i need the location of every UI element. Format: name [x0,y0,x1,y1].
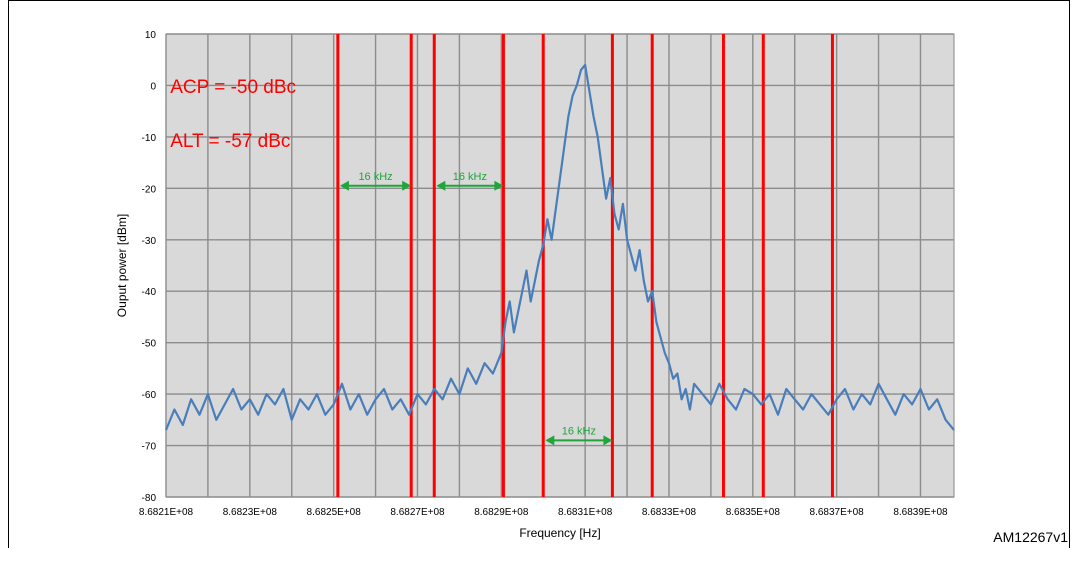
spectrum-trace [164,63,955,431]
y-tick-label: -10 [142,133,157,144]
y-tick-label: -20 [142,184,157,195]
grid-lines [165,33,954,498]
power-annotations: ACP = -50 dBc ALT = -57 dBc [170,77,296,152]
span-arrow-head-left [545,435,555,446]
x-tick-label: 8.6839E+08 [893,507,948,518]
plot-background [165,33,955,498]
y-tick-label: -60 [142,390,157,401]
y-tick-labels: 10 0 -10 -20 -30 -40 -50 -60 -70 -80 [142,30,157,504]
bandwidth-arrows: 16 kHz 16 kHz 16 kHz [339,171,613,446]
x-tick-label: 8.6837E+08 [810,507,865,518]
power-annotation: ALT = -57 dBc [170,131,290,152]
span-arrow-head-right [402,180,412,191]
x-tick-label: 8.6829E+08 [474,507,529,518]
power-annotation: ACP = -50 dBc [170,77,296,98]
figure-frame [8,0,1070,548]
x-tick-label: 8.6831E+08 [558,507,613,518]
y-tick-label: -50 [142,339,157,350]
span-arrow-head-left [436,180,446,191]
y-tick-label: 0 [150,81,156,92]
x-tick-labels: 8.6821E+08 8.6823E+08 8.6825E+08 8.6827E+08… [139,507,948,518]
x-tick-label: 8.6825E+08 [307,507,362,518]
x-axis-label: Frequency [Hz] [519,526,600,540]
y-tick-label: -80 [142,493,157,504]
span-arrow-label: 16 kHz [562,425,596,437]
span-arrow-head-left [339,180,349,191]
y-axis-label: Ouput power [dBm] [115,214,129,317]
span-arrow-label: 16 kHz [453,171,487,183]
y-tick-label: -40 [142,287,157,298]
x-tick-label: 8.6821E+08 [139,507,194,518]
x-tick-label: 8.6833E+08 [642,507,697,518]
y-tick-label: -30 [142,236,157,247]
x-tick-label: 8.6827E+08 [390,507,445,518]
span-arrow-head-right [494,180,504,191]
figure-id-label: AM12267v1 [993,529,1068,545]
channel-markers [336,34,834,497]
x-tick-label: 8.6823E+08 [223,507,278,518]
y-tick-label: -70 [142,442,157,453]
y-tick-label: 10 [145,30,157,41]
span-arrow-head-right [603,435,613,446]
x-tick-label: 8.6835E+08 [726,507,781,518]
span-arrow-label: 16 kHz [358,171,392,183]
